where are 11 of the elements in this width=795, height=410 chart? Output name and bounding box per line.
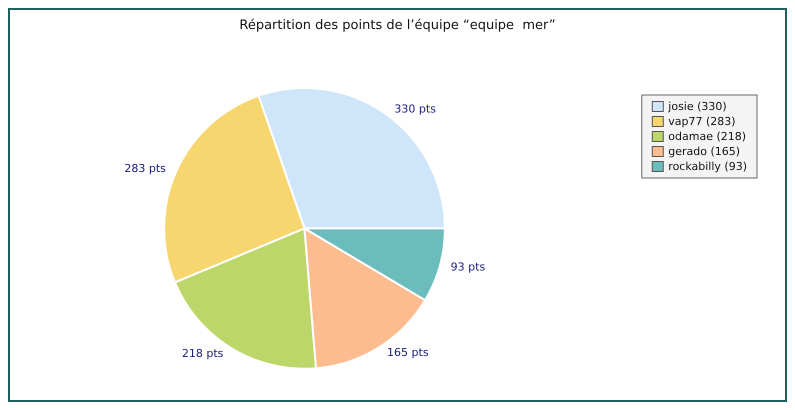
data-label: 218 pts <box>182 346 224 360</box>
legend-label: josie (330) <box>667 100 727 113</box>
data-label: 93 pts <box>450 260 486 274</box>
data-label: 165 pts <box>387 346 429 360</box>
chart-title: Répartition des points de l’équipe “equipe mer” <box>239 18 556 33</box>
legend-label: vap77 (283) <box>668 115 736 128</box>
legend-label: rockabilly (93) <box>668 160 748 173</box>
data-label: 283 pts <box>124 162 166 176</box>
legend-label: odamae (218) <box>668 130 746 143</box>
legend-label: gerado (165) <box>668 145 740 158</box>
data-label: 330 pts <box>394 102 436 116</box>
